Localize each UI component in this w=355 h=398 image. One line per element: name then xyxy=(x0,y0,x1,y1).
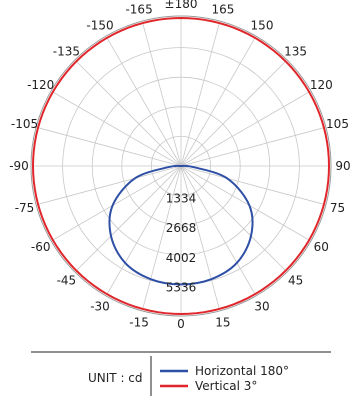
grid-spoke xyxy=(106,165,182,295)
polar-series xyxy=(31,16,331,316)
series-line-vertical xyxy=(31,16,331,316)
grid-spoke xyxy=(106,37,182,167)
grid-spoke xyxy=(37,127,182,167)
grid-spoke xyxy=(180,165,310,241)
polar-outer-frame xyxy=(30,15,332,317)
legend-label-horizontal: Horizontal 180° xyxy=(195,364,289,378)
angle-label: ±180 xyxy=(165,0,198,11)
grid-spoke xyxy=(180,165,220,310)
angle-tick-labels: ±180 165 150 135 120 105 90 75 60 45 30 15 -15 -30 -45… xyxy=(9,0,350,331)
angle-label: 105 xyxy=(326,117,349,131)
series-line-horizontal xyxy=(108,164,254,286)
angle-label: -90 xyxy=(9,159,29,173)
angle-label: -60 xyxy=(31,240,51,254)
angle-label: 90 xyxy=(335,159,350,173)
angle-label: 135 xyxy=(284,44,307,58)
radial-tick-label: 2668 xyxy=(166,221,197,235)
angle-label: -150 xyxy=(86,19,113,33)
legend-label-vertical: Vertical 3° xyxy=(195,379,257,393)
outer-ring xyxy=(30,15,332,317)
angle-label: 15 xyxy=(215,316,230,330)
angle-label: 60 xyxy=(314,240,329,254)
unit-label: UNIT : cd xyxy=(88,371,143,385)
grid-spoke xyxy=(180,165,256,295)
legend: UNIT : cd Horizontal 180° Vertical 3° xyxy=(31,351,331,396)
grid-spoke xyxy=(180,22,220,167)
grid-spoke xyxy=(76,61,182,167)
grid-spoke xyxy=(52,91,182,167)
angle-label: 150 xyxy=(251,19,274,33)
grid-spoke xyxy=(180,165,325,205)
grid-spoke xyxy=(180,127,325,167)
angle-label: -15 xyxy=(129,316,149,330)
angle-label: -45 xyxy=(57,274,77,288)
grid-spoke xyxy=(180,165,286,271)
grid-spoke xyxy=(180,37,256,167)
grid-spoke xyxy=(142,165,182,310)
angle-label: -120 xyxy=(27,78,54,92)
grid-spoke xyxy=(37,165,182,205)
grid-spoke xyxy=(52,165,182,241)
angle-label: 30 xyxy=(254,299,269,313)
angle-label: -165 xyxy=(125,3,152,17)
radial-tick-labels: 1334 2668 4002 5336 xyxy=(166,192,197,295)
angle-label: -30 xyxy=(90,299,110,313)
angle-label: 165 xyxy=(211,3,234,17)
angle-label: 0 xyxy=(177,317,185,331)
grid-spoke xyxy=(142,22,182,167)
radial-tick-label: 1334 xyxy=(166,192,197,206)
radial-tick-label: 5336 xyxy=(166,280,197,294)
angle-label: 45 xyxy=(288,274,303,288)
angle-label: 120 xyxy=(310,78,333,92)
grid-spoke xyxy=(180,91,310,167)
angle-label: 75 xyxy=(330,201,345,215)
grid-spoke xyxy=(76,165,182,271)
grid-spoke xyxy=(180,61,286,167)
angle-label: -135 xyxy=(53,44,80,58)
angle-label: -75 xyxy=(15,201,35,215)
angle-label: -105 xyxy=(11,117,38,131)
radial-tick-label: 4002 xyxy=(166,251,197,265)
